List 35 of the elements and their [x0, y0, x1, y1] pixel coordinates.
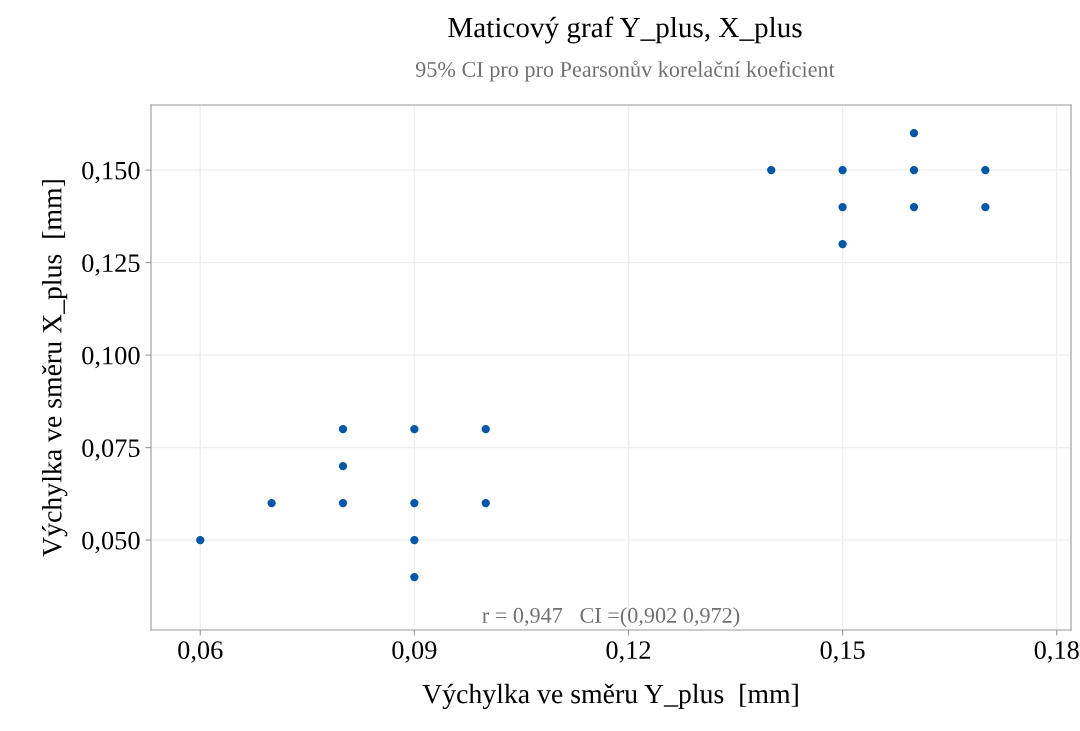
- point: [481, 498, 490, 508]
- point: [481, 424, 490, 434]
- y-axis-title: Výchylka ve směru X_plus [mm]: [42, 180, 68, 557]
- chart-subtitle: 95% CI pro pro Pearsonův korelační koeficient: [415, 60, 835, 82]
- point: [909, 128, 919, 138]
- point: [981, 202, 990, 212]
- point: [410, 535, 419, 545]
- point: [981, 165, 990, 175]
- point: [410, 424, 419, 434]
- point: [838, 202, 847, 212]
- chart-title: Maticový graf Y_plus, X_plus: [448, 16, 802, 44]
- point: [410, 498, 419, 508]
- point: [338, 424, 348, 434]
- y-tick-label: 0,150: [82, 161, 140, 184]
- point: [838, 165, 847, 175]
- point: [338, 498, 348, 508]
- y-tick-label: 0,125: [82, 254, 140, 276]
- y-tick-label: 0,050: [82, 531, 140, 554]
- point: [410, 572, 419, 582]
- x-tick-label: 0,06: [178, 641, 223, 663]
- x-axis-title: Výchylka ve směru Y_plus [mm]: [422, 683, 798, 710]
- point: [267, 498, 276, 508]
- y-tick-label: 0,100: [82, 346, 140, 369]
- annotation: r = 0,947 CI =(0,902 0,972): [482, 607, 740, 628]
- point: [909, 202, 919, 212]
- x-tick-label: 0,15: [820, 641, 865, 663]
- x-tick-label: 0,12: [606, 641, 651, 663]
- point: [338, 461, 348, 471]
- point: [196, 535, 205, 545]
- point: [909, 165, 919, 175]
- point: [838, 239, 847, 249]
- y-tick-label: 0,075: [82, 439, 140, 461]
- x-tick-label: 0,18: [1034, 641, 1079, 663]
- x-tick-label: 0,09: [392, 641, 437, 663]
- point: [767, 165, 776, 175]
